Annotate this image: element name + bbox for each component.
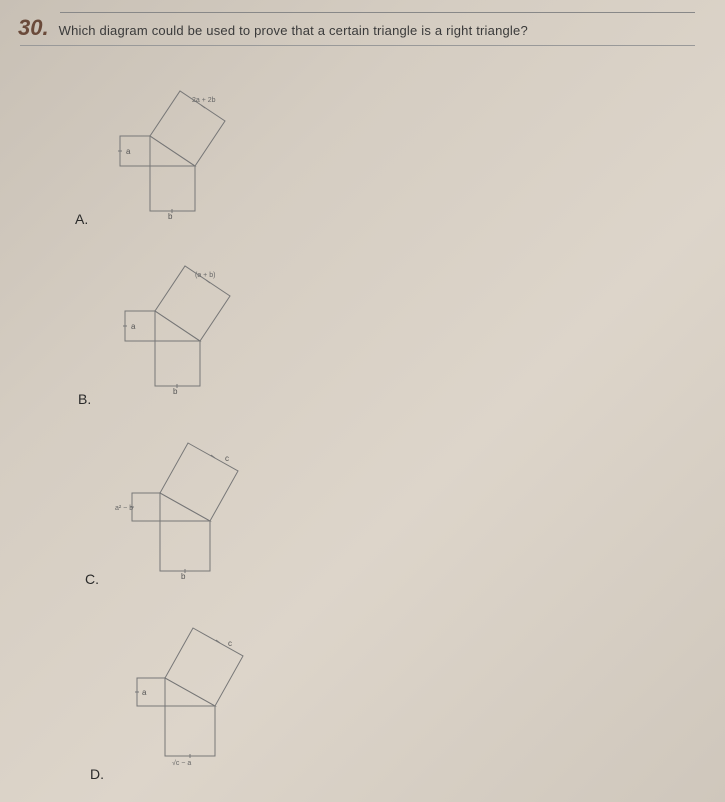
option-b-letter: B. bbox=[78, 391, 91, 407]
question-number: 30. bbox=[18, 15, 49, 41]
square-b-icon bbox=[165, 706, 215, 756]
options-container: A. a b bbox=[20, 56, 705, 791]
option-c-letter: C. bbox=[85, 571, 99, 587]
square-b-icon bbox=[155, 341, 200, 386]
option-c-left-label: a² − b bbox=[115, 505, 133, 512]
option-b-hyp-label: (a + b) bbox=[195, 272, 215, 279]
option-a[interactable]: A. a b bbox=[20, 56, 705, 241]
option-d-left-label: a bbox=[142, 688, 147, 697]
option-b[interactable]: B. a b (a + b) bbox=[20, 241, 705, 421]
question-text: Which diagram could be used to prove tha… bbox=[59, 23, 528, 38]
option-c[interactable]: C. a² − b b c bbox=[20, 421, 705, 606]
square-b-icon bbox=[150, 166, 195, 211]
option-d-hyp-label: c bbox=[228, 639, 232, 648]
option-d-diagram: a √c − a c bbox=[120, 606, 295, 776]
square-b-icon bbox=[160, 521, 210, 571]
option-d-bottom-label: √c − a bbox=[172, 759, 191, 767]
question-row: 30. Which diagram could be used to prove… bbox=[20, 15, 695, 46]
square-a-icon bbox=[120, 136, 150, 166]
option-d-letter: D. bbox=[90, 766, 104, 782]
option-a-letter: A. bbox=[75, 211, 88, 227]
option-a-bottom-label: b bbox=[168, 212, 173, 221]
top-rule bbox=[60, 12, 695, 13]
option-d[interactable]: D. a √c − a c bbox=[20, 606, 705, 791]
option-a-diagram: a b 2a + 2b bbox=[110, 66, 270, 226]
option-b-bottom-label: b bbox=[173, 387, 178, 396]
square-c-icon bbox=[155, 266, 230, 341]
option-c-bottom-label: b bbox=[181, 572, 186, 581]
square-a-icon bbox=[125, 311, 155, 341]
option-c-hyp-label: c bbox=[225, 454, 229, 463]
option-c-diagram: a² − b b c bbox=[115, 421, 290, 586]
option-a-hyp-label: 2a + 2b bbox=[192, 97, 216, 104]
page: 30. Which diagram could be used to prove… bbox=[0, 0, 725, 802]
option-a-left-label: a bbox=[126, 147, 131, 156]
option-b-left-label: a bbox=[131, 322, 136, 331]
square-a-icon bbox=[132, 493, 160, 521]
option-b-diagram: a b (a + b) bbox=[115, 241, 275, 401]
